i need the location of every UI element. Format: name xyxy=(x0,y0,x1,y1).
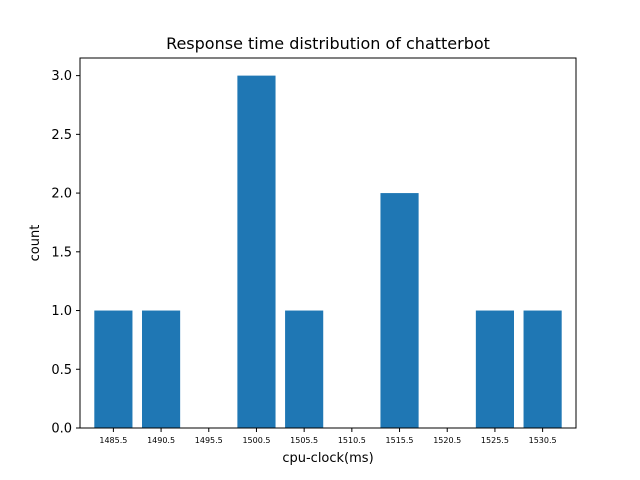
bar xyxy=(142,310,181,428)
y-tick-label: 1.0 xyxy=(51,304,72,319)
bar xyxy=(285,310,324,428)
x-tick-label: 1520.5 xyxy=(433,436,461,445)
y-tick-label: 0.0 xyxy=(51,422,72,437)
plot-frame xyxy=(79,57,577,429)
bar xyxy=(475,310,514,428)
chart-title: Response time distribution of chatterbot xyxy=(166,34,490,53)
y-tick-label: 1.5 xyxy=(51,245,72,260)
x-tick-label: 1525.5 xyxy=(481,436,509,445)
y-tick-label: 2.0 xyxy=(51,187,72,202)
x-tick-label: 1530.5 xyxy=(529,436,557,445)
bar xyxy=(380,193,419,428)
bars xyxy=(94,75,562,428)
x-tick-label: 1510.5 xyxy=(338,436,366,445)
x-tick-label: 1515.5 xyxy=(386,436,414,445)
y-axis-label: count xyxy=(28,225,43,262)
y-tick-label: 2.5 xyxy=(51,128,72,143)
bar xyxy=(523,310,562,428)
y-tick-label: 0.5 xyxy=(51,363,72,378)
x-tick-label: 1490.5 xyxy=(147,436,175,445)
y-axis: 0.0 0.5 1.0 1.5 2.0 2.5 3.0 xyxy=(51,69,80,437)
x-axis: 1485.5 1490.5 1495.5 1500.5 1505.5 1510.5 1515… xyxy=(99,428,557,445)
x-tick-label: 1505.5 xyxy=(290,436,318,445)
y-tick-label: 3.0 xyxy=(51,69,72,84)
x-tick-label: 1485.5 xyxy=(99,436,127,445)
x-tick-label: 1500.5 xyxy=(242,436,270,445)
bar xyxy=(237,75,276,428)
x-axis-label: cpu-clock(ms) xyxy=(282,451,373,466)
x-tick-label: 1495.5 xyxy=(195,436,223,445)
bar xyxy=(94,310,133,428)
